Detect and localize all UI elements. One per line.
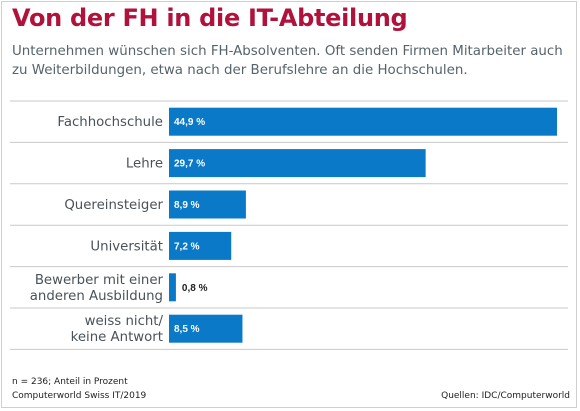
category-label-line: anderen Ausbildung bbox=[30, 289, 163, 304]
category-label: Fachhochschule bbox=[57, 115, 163, 130]
bar-3 bbox=[169, 190, 246, 219]
category-label-line: keine Antwort bbox=[71, 330, 163, 345]
source-credit: Quellen: IDC/Computerworld bbox=[441, 391, 570, 401]
bar-6 bbox=[169, 314, 243, 343]
category-label-line: Bewerber mit einer bbox=[35, 273, 164, 288]
value-label: 44,9 % bbox=[174, 117, 205, 128]
bar-1 bbox=[169, 107, 557, 136]
bar-4 bbox=[169, 231, 232, 260]
chart-subtitle: Unternehmen wünschen sich FH-Absolventen… bbox=[12, 44, 563, 78]
sample-size-note: n = 236; Anteil in Prozent bbox=[12, 377, 128, 387]
category-label-line: Quereinsteiger bbox=[64, 198, 163, 213]
category-label: Bewerber mit einer anderen Ausbildung bbox=[30, 273, 164, 304]
value-label: 8,9 % bbox=[174, 200, 200, 211]
category-label: Universität bbox=[90, 239, 163, 254]
bar-2 bbox=[169, 149, 426, 178]
category-label-line: Lehre bbox=[126, 157, 163, 172]
category-label-line: weiss nicht/ bbox=[85, 314, 164, 329]
category-label: Lehre bbox=[126, 157, 163, 172]
value-label: 7,2 % bbox=[174, 241, 200, 252]
category-label: Quereinsteiger bbox=[64, 198, 163, 213]
publication-credit: Computerworld Swiss IT/2019 bbox=[12, 391, 147, 401]
value-label: 8,5 % bbox=[174, 324, 200, 335]
chart-title: Von der FH in die IT-Abteilung bbox=[12, 4, 408, 32]
category-label: weiss nicht/keine Antwort bbox=[71, 314, 164, 345]
bar-5 bbox=[169, 273, 176, 302]
category-label-line: Universität bbox=[90, 239, 163, 254]
value-label: 29,7 % bbox=[174, 159, 205, 170]
category-label-line: Fachhochschule bbox=[57, 115, 163, 130]
value-label: 0,8 % bbox=[182, 283, 208, 294]
